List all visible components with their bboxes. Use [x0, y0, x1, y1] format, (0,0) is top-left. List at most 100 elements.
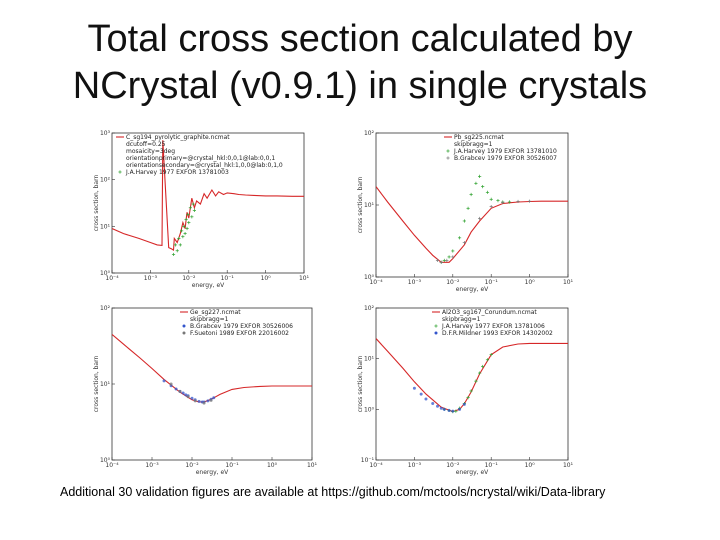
x-tick-label: 10⁰	[267, 462, 278, 469]
legend-entry: J.A.Harvey 1979 EXFOR 13781010	[453, 148, 557, 155]
series-group	[376, 174, 568, 264]
data-point	[485, 358, 490, 362]
data-point	[171, 252, 176, 257]
legend-entry: skipbragg=1	[442, 316, 481, 323]
data-point	[442, 407, 446, 411]
x-tick-label: 10⁻³	[144, 275, 158, 282]
data-point	[419, 392, 423, 396]
calc-curve	[376, 186, 568, 263]
data-point	[202, 401, 206, 405]
x-tick-label: 10⁻²	[182, 275, 196, 282]
legend-entry: skipbragg=1	[190, 316, 229, 323]
data-point	[462, 219, 466, 223]
data-point	[193, 399, 197, 403]
data-point	[516, 199, 520, 204]
data-point	[489, 353, 493, 357]
data-point	[435, 258, 440, 263]
data-point	[469, 192, 473, 197]
slide-title: Total cross section calculated by NCryst…	[0, 16, 720, 110]
data-point	[197, 399, 201, 403]
x-tick-label: 10⁻¹	[485, 279, 499, 286]
data-point	[424, 397, 428, 401]
data-point	[478, 174, 482, 178]
y-tick-label: 10⁰	[100, 270, 111, 277]
data-point	[190, 215, 194, 219]
legend-entry: Ge_sg227.ncmat	[190, 309, 241, 316]
x-tick-label: 10⁰	[525, 462, 536, 469]
legend: Al2O3_sg167_Corundum.ncmatskipbragg=1J.A…	[432, 309, 553, 337]
data-point	[178, 243, 182, 247]
data-point	[474, 181, 478, 185]
data-point	[489, 205, 493, 209]
series-group	[376, 338, 568, 414]
y-tick-label: 10⁰	[364, 274, 375, 281]
y-tick-label: 10²	[364, 130, 375, 137]
data-point	[206, 399, 210, 403]
series-group	[112, 140, 304, 257]
legend-point-marker	[182, 331, 186, 335]
x-tick-label: 10¹	[563, 279, 574, 286]
plot-frame	[375, 307, 569, 461]
data-point	[191, 202, 195, 206]
legend-entry: B.Grabcev 1979 EXFOR 30526007	[454, 155, 557, 162]
x-tick-label: 10¹	[299, 275, 310, 282]
data-point	[485, 190, 490, 194]
chart-lead-svg: 10⁻⁴ 10⁻³ 10⁻² 10⁻¹ 10⁰ 10¹ 10⁰ 10¹ 10² energy, e…	[357, 130, 574, 293]
chart-germanium: 10⁻⁴ 10⁻³ 10⁻² 10⁻¹ 10⁰ 10¹ 10⁰ 10¹ 10² energy, e…	[88, 300, 318, 478]
data-point	[454, 409, 458, 413]
data-point	[501, 200, 505, 205]
x-tick-label: 10⁰	[525, 279, 536, 286]
data-point	[192, 208, 197, 212]
x-tick-label: 10⁻¹	[221, 275, 235, 282]
legend-point-marker	[434, 331, 438, 335]
data-point	[184, 217, 188, 222]
y-tick-label: 10¹	[364, 202, 375, 209]
data-point	[178, 389, 182, 393]
footer-note: Additional 30 validation figures are ava…	[60, 485, 606, 499]
x-tick-label: 10⁻³	[408, 462, 422, 469]
y-tick-label: 10²	[100, 305, 111, 312]
data-point	[478, 371, 482, 375]
data-point	[447, 408, 451, 412]
chart-graphite-svg: 10⁻⁴ 10⁻³ 10⁻² 10⁻¹ 10⁰ 10¹ 10⁰ 10¹ 10² 10³ energy…	[93, 130, 310, 289]
data-point	[186, 212, 190, 217]
data-point	[439, 406, 443, 410]
plot-frame	[111, 132, 305, 274]
data-point	[190, 396, 194, 400]
data-point	[177, 236, 181, 241]
data-point	[458, 407, 462, 411]
data-point	[462, 241, 466, 245]
series-group	[112, 333, 312, 405]
data-point	[451, 249, 455, 253]
legend-entry: mosaicity=3deg	[126, 148, 175, 155]
data-point	[180, 229, 184, 233]
plot-frame	[111, 307, 313, 461]
data-point	[431, 402, 435, 406]
data-point	[188, 206, 192, 210]
data-point	[496, 199, 500, 203]
data-point	[451, 409, 455, 413]
chart-graphite: 10⁻⁴ 10⁻³ 10⁻² 10⁻¹ 10⁰ 10¹ 10⁰ 10¹ 10² 10³ energy…	[88, 127, 310, 292]
data-point	[184, 393, 188, 397]
y-tick-label: 10⁰	[364, 406, 375, 413]
x-axis-label: energy, eV	[196, 469, 229, 476]
x-tick-label: 10⁻²	[446, 462, 460, 469]
x-tick-label: 10⁻²	[185, 462, 199, 469]
legend-point-marker	[446, 156, 450, 160]
legend-entry: orientationsecondary=@crystal_hkl:1,0,0@…	[126, 162, 283, 169]
data-point	[462, 402, 466, 406]
legend-entry: dcutoff=0.25	[126, 141, 166, 148]
data-point	[173, 243, 178, 247]
y-tick-label: 10⁻¹	[361, 457, 375, 464]
data-point	[439, 260, 443, 264]
data-point	[183, 231, 187, 236]
legend-entry: B.Grabcev 1979 EXFOR 30526006	[190, 323, 293, 330]
x-tick-label: 10⁻⁴	[369, 279, 383, 286]
data-point	[457, 236, 462, 240]
data-point	[528, 199, 532, 203]
data-point	[489, 197, 493, 201]
x-tick-label: 10⁻¹	[485, 462, 499, 469]
legend-entry: skipbragg=1	[454, 141, 493, 148]
